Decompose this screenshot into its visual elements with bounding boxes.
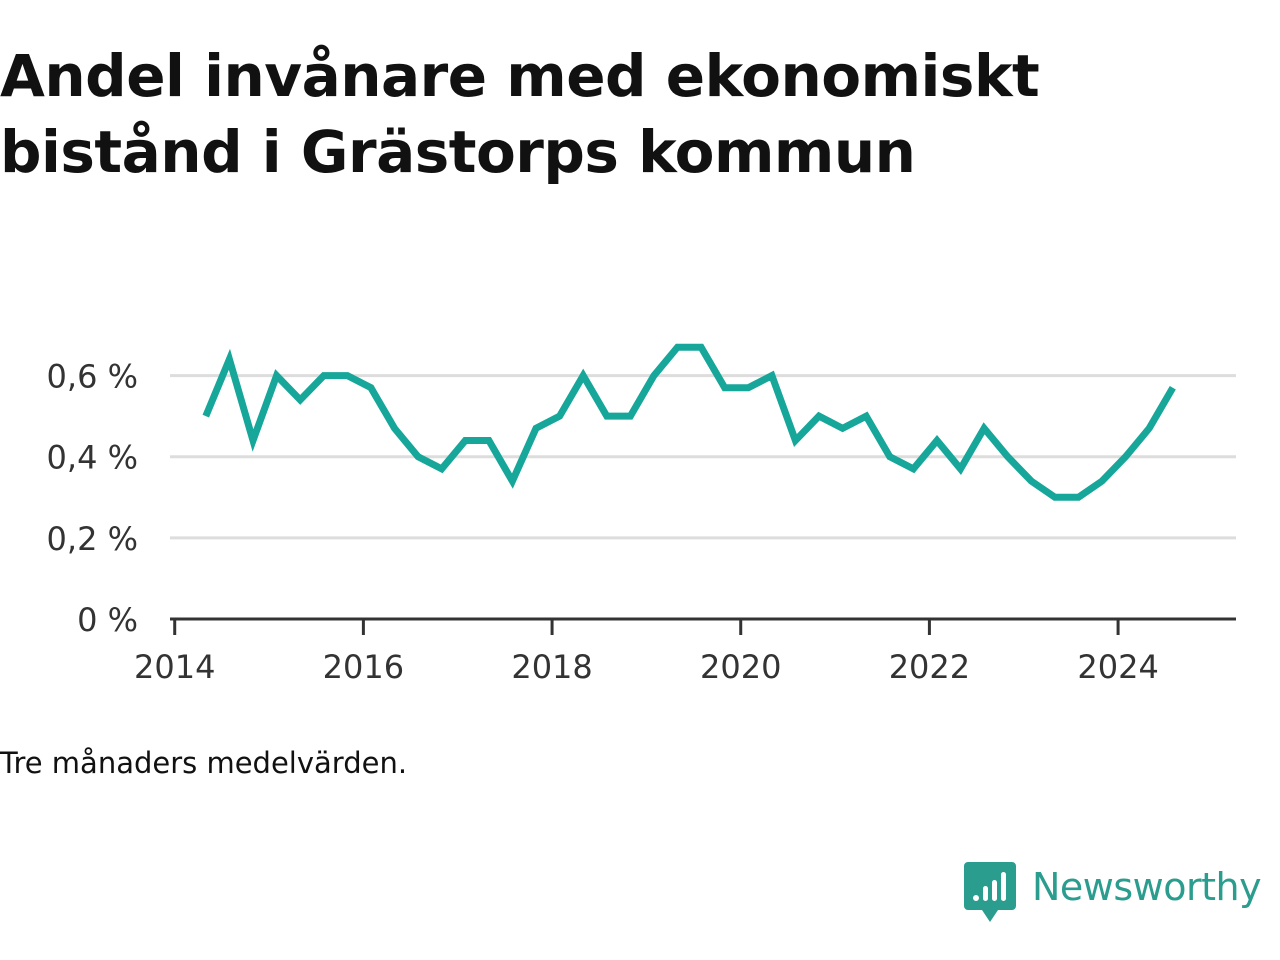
x-tick-label: 2014 — [134, 648, 215, 686]
chart-title: Andel invånare med ekonomiskt bistånd i … — [0, 42, 1040, 186]
x-tick-label: 2022 — [889, 648, 970, 686]
series-line — [202, 343, 1176, 501]
y-tick-label: 0,4 % — [47, 439, 138, 477]
brand-name: Newsworthy — [1032, 865, 1262, 909]
y-tick-label: 0,2 % — [47, 520, 138, 558]
y-axis-labels: 0 % 0,2 % 0,4 % 0,6 % — [47, 358, 138, 639]
x-axis: 2014 2016 2018 2020 2022 2024 — [134, 617, 1236, 686]
brand-logo[interactable]: Newsworthy — [964, 862, 1262, 926]
x-tick-label: 2016 — [323, 648, 404, 686]
grid-lines — [170, 374, 1236, 540]
footnote: Tre månaders medelvärden. — [0, 746, 408, 780]
y-tick-label: 0 % — [77, 601, 138, 639]
x-tick-label: 2020 — [700, 648, 781, 686]
series-layer — [202, 343, 1176, 501]
newsworthy-logo-icon — [964, 862, 1016, 922]
y-tick-label: 0,6 % — [47, 358, 138, 396]
x-tick-label: 2018 — [511, 648, 592, 686]
x-tick-label: 2024 — [1077, 648, 1158, 686]
